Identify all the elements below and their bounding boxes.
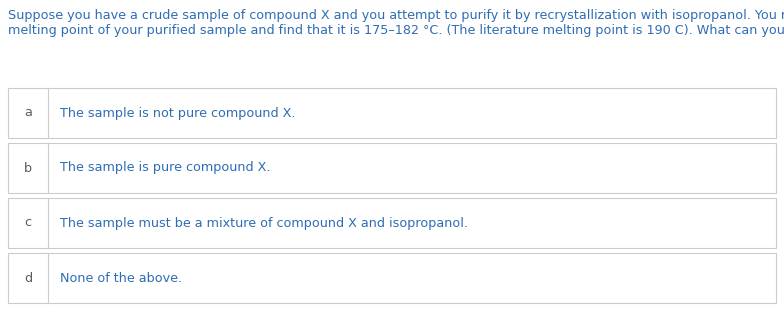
Text: c: c <box>24 216 31 230</box>
Text: d: d <box>24 272 32 284</box>
Bar <box>8 198 776 248</box>
Text: The sample is pure compound X.: The sample is pure compound X. <box>60 161 270 175</box>
Text: None of the above.: None of the above. <box>60 272 182 284</box>
Text: b: b <box>24 161 32 175</box>
Text: Suppose you have a crude sample of compound X and you attempt to purify it by re: Suppose you have a crude sample of compo… <box>8 9 784 22</box>
Text: The sample must be a mixture of compound X and isopropanol.: The sample must be a mixture of compound… <box>60 216 468 230</box>
Text: The sample is not pure compound X.: The sample is not pure compound X. <box>60 107 296 119</box>
Bar <box>8 253 776 303</box>
Text: melting point of your purified sample and find that it is 175–182 °C. (The liter: melting point of your purified sample an… <box>8 24 784 37</box>
Bar <box>8 88 776 138</box>
Bar <box>8 143 776 193</box>
Text: a: a <box>24 107 32 119</box>
